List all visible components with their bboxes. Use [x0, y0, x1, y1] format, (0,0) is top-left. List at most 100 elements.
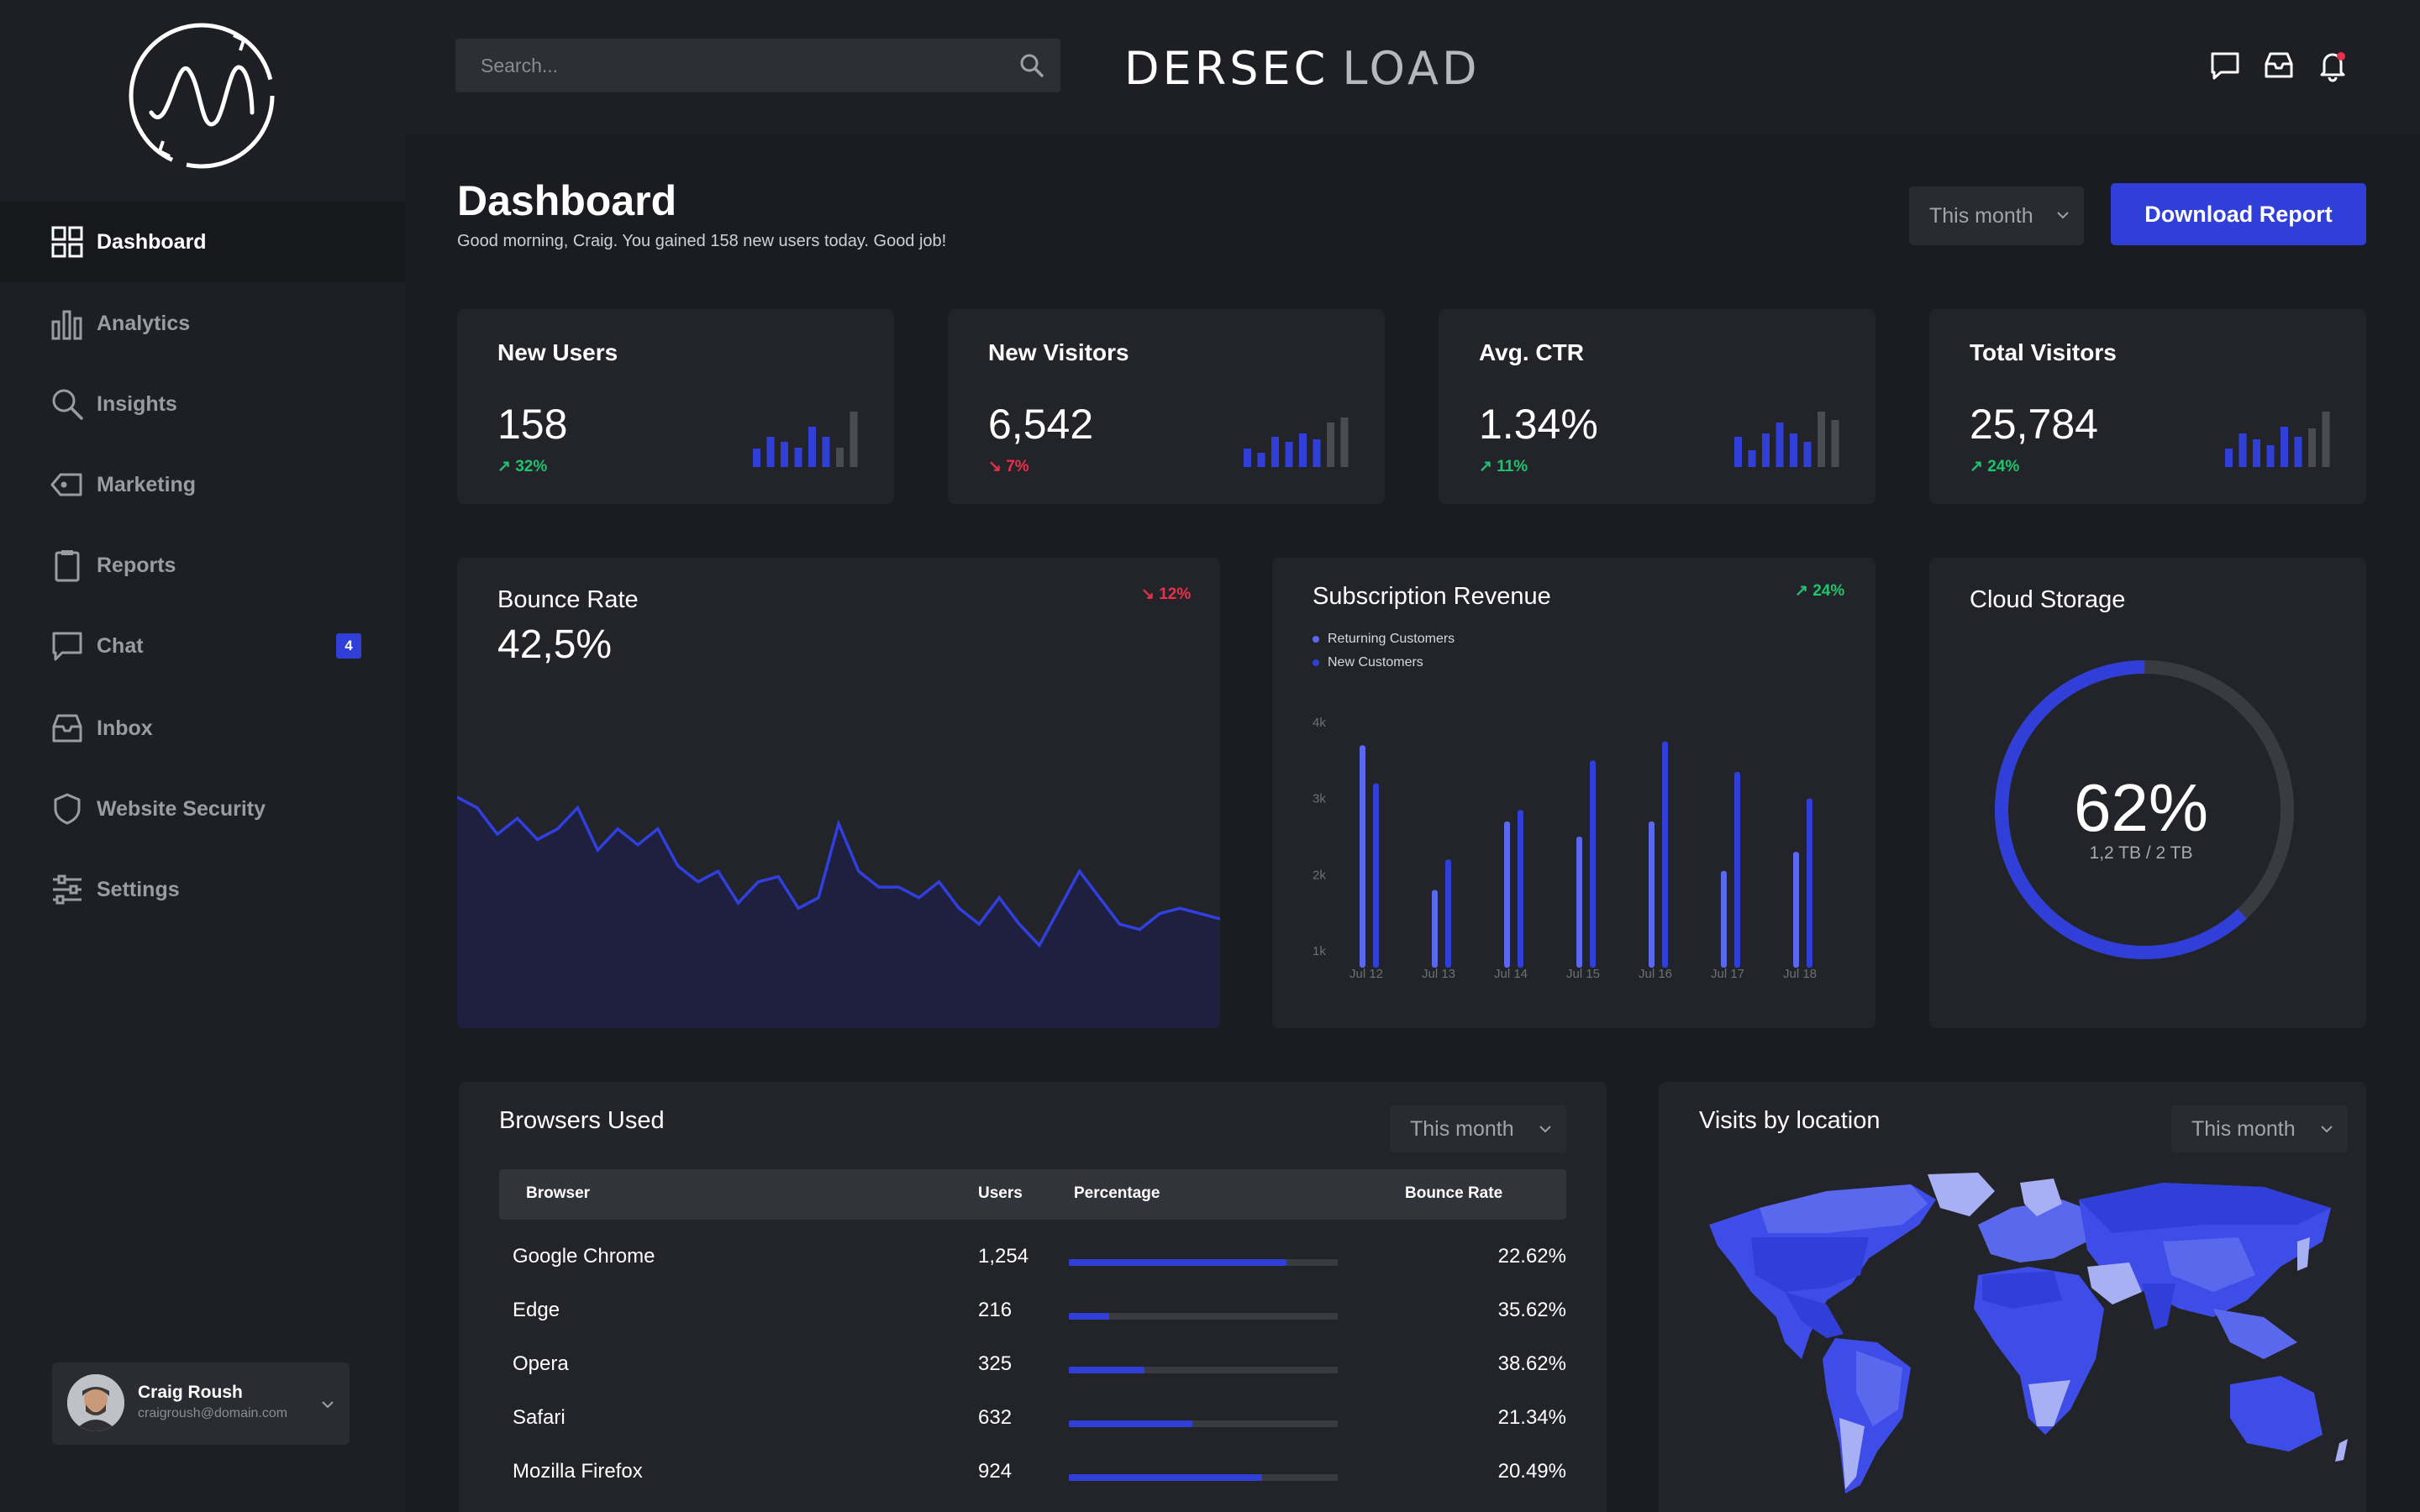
revenue-bar — [1504, 821, 1510, 968]
legend-new: New Customers — [1313, 655, 1423, 670]
sidebar-item-website-security[interactable]: Website Security — [0, 769, 404, 849]
sidebar-item-label: Chat — [97, 633, 144, 658]
y-tick-label: 3k — [1313, 792, 1326, 806]
search-input[interactable] — [481, 39, 985, 92]
map-central-america — [1785, 1292, 1844, 1338]
subscription-title: Subscription Revenue — [1313, 583, 1551, 610]
sidebar-item-dashboard[interactable]: Dashboard — [0, 202, 404, 282]
chat-icon — [49, 627, 86, 664]
spark-bar — [1748, 450, 1756, 467]
percentage-fill — [1069, 1367, 1144, 1373]
download-report-button[interactable]: Download Report — [2111, 183, 2366, 245]
stat-value: 6,542 — [988, 401, 1094, 448]
sliders-icon — [49, 871, 86, 908]
browsers-range-select[interactable]: This month — [1390, 1105, 1566, 1152]
stat-title: Total Visitors — [1970, 339, 2117, 365]
chevron-down-icon[interactable] — [318, 1394, 338, 1415]
y-tick-label: 4k — [1313, 716, 1326, 730]
spark-bar — [1271, 437, 1279, 467]
col-bounce-rate: Bounce Rate — [1405, 1184, 1503, 1202]
search-bar[interactable] — [455, 39, 1060, 92]
spark-bar — [1831, 420, 1839, 467]
stat-change: ↗ 11% — [1479, 458, 1528, 475]
spark-bar — [2294, 437, 2302, 467]
bell-icon[interactable] — [2316, 49, 2349, 82]
stat-change: ↘ 7% — [988, 458, 1029, 475]
table-row[interactable]: Safari 632 21.34% — [459, 1406, 1607, 1460]
search-icon[interactable] — [1018, 52, 1045, 79]
y-tick-label: 2k — [1313, 868, 1326, 882]
stat-card-total-visitors: Total Visitors 25,784 ↗ 24% — [1929, 309, 2366, 504]
spark-bar — [2322, 412, 2330, 467]
sparkline-chart — [753, 412, 858, 467]
revenue-bar — [1373, 783, 1379, 968]
brand-logo[interactable] — [126, 20, 277, 171]
table-row[interactable]: Edge 216 35.62% — [459, 1299, 1607, 1352]
sidebar-item-analytics[interactable]: Analytics — [0, 283, 404, 364]
date-range-value: This month — [1929, 203, 2033, 228]
bar-chart-icon — [49, 305, 86, 342]
sidebar-item-chat[interactable]: Chat 4 — [0, 606, 404, 686]
sidebar-item-reports[interactable]: Reports — [0, 525, 404, 606]
browser-bounce-rate: 35.62% — [1497, 1299, 1566, 1321]
x-tick-label: Jul 17 — [1711, 967, 1744, 981]
sidebar-item-settings[interactable]: Settings — [0, 849, 404, 930]
stat-title: Avg. CTR — [1479, 339, 1584, 365]
spark-bar — [2308, 428, 2316, 467]
map-middle-east — [2087, 1263, 2142, 1305]
browser-users: 216 — [978, 1299, 1013, 1321]
map-scandinavia — [2020, 1179, 2062, 1216]
spark-bar — [1803, 442, 1812, 467]
table-row[interactable]: Opera 325 38.62% — [459, 1352, 1607, 1406]
sidebar-item-insights[interactable]: Insights — [0, 364, 404, 444]
stat-title: New Users — [497, 339, 618, 365]
revenue-bar — [1662, 741, 1668, 968]
date-range-select[interactable]: This month — [1909, 186, 2084, 245]
search-icon — [49, 386, 86, 423]
browser-percentage-bar — [1069, 1367, 1338, 1373]
x-tick-label: Jul 18 — [1783, 967, 1817, 981]
visits-range-select[interactable]: This month — [2171, 1105, 2348, 1152]
spark-bar — [1244, 449, 1251, 467]
sidebar-item-marketing[interactable]: Marketing — [0, 444, 404, 525]
col-browser: Browser — [526, 1184, 591, 1202]
inbox-icon[interactable] — [2262, 49, 2296, 82]
message-icon[interactable] — [2208, 49, 2242, 82]
map-argentina — [1839, 1418, 1865, 1489]
table-row[interactable]: Mozilla Firefox 924 20.49% — [459, 1460, 1607, 1512]
revenue-bar — [1649, 821, 1655, 968]
table-row[interactable]: Google Chrome 1,254 22.62% — [459, 1245, 1607, 1299]
user-profile-card[interactable]: Craig Roush craigroush@domain.com — [52, 1362, 350, 1445]
user-email: craigroush@domain.com — [138, 1406, 288, 1420]
spark-bar — [1327, 423, 1334, 467]
sparkline-chart — [1244, 417, 1349, 467]
legend-returning-label: Returning Customers — [1328, 632, 1455, 646]
map-russia — [2079, 1183, 2331, 1233]
sidebar-item-inbox[interactable]: Inbox — [0, 688, 404, 769]
stat-value: 158 — [497, 401, 568, 448]
browser-name: Edge — [513, 1299, 560, 1321]
tag-icon — [49, 466, 86, 503]
legend-new-label: New Customers — [1328, 655, 1423, 669]
spark-bar — [1776, 423, 1784, 467]
spark-bar — [2238, 433, 2247, 467]
y-tick-label: 1k — [1313, 944, 1326, 958]
browser-name: Opera — [513, 1352, 569, 1375]
bounce-rate-card: Bounce Rate 42,5% ↘ 12% — [457, 558, 1220, 1028]
shield-icon — [49, 790, 86, 827]
spark-bar — [2281, 427, 2288, 467]
stat-card-avg-ctr: Avg. CTR 1.34% ↗ 11% — [1439, 309, 1876, 504]
spark-bar — [1818, 412, 1825, 467]
stat-change: ↗ 32% — [497, 458, 548, 475]
inbox-icon — [49, 710, 86, 747]
spark-bar — [781, 442, 788, 467]
browser-name: Safari — [513, 1406, 566, 1429]
spark-bar — [822, 437, 830, 467]
stat-change: ↗ 24% — [1970, 458, 2020, 475]
bounce-rate-change: ↘ 12% — [1141, 585, 1192, 603]
revenue-bar — [1360, 745, 1365, 968]
spark-bar — [766, 437, 775, 467]
x-tick-label: Jul 14 — [1494, 967, 1528, 981]
percentage-fill — [1069, 1259, 1287, 1266]
browser-bounce-rate: 38.62% — [1497, 1352, 1566, 1375]
